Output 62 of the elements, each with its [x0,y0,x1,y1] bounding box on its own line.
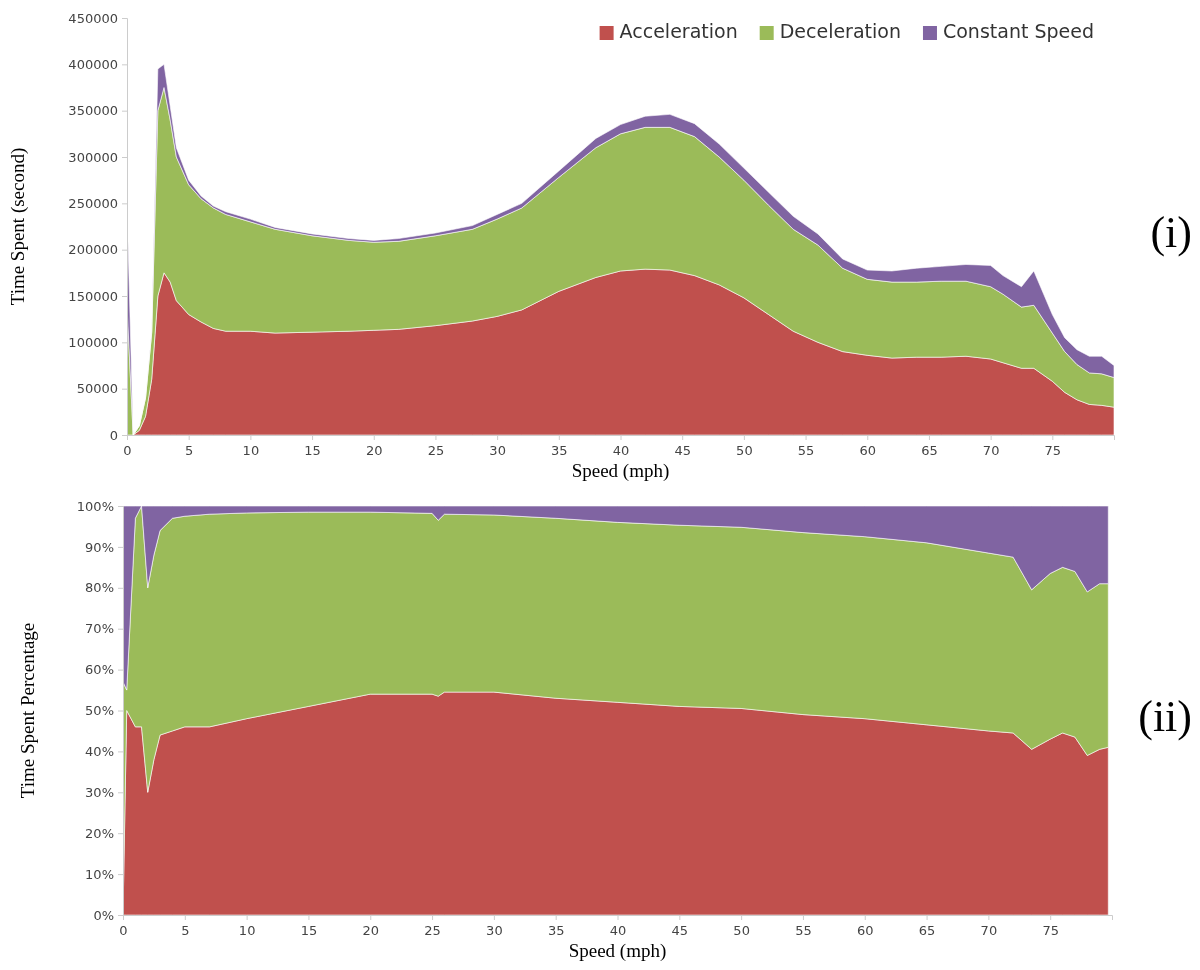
x-tick-label: 10 [238,923,256,939]
x-tick-label: 60 [856,923,874,939]
x-tick-label: 55 [797,443,815,459]
legend-label: Deceleration [779,20,901,42]
x-tick-label: 10 [242,443,260,459]
x-tick-label: 30 [486,923,503,939]
x-tick-label: 45 [671,923,689,939]
x-tick-label: 45 [674,443,691,459]
x-axis-title: Speed (mph) [568,940,667,962]
y-tick-label: 100% [76,498,114,514]
x-tick-label: 15 [304,443,321,459]
x-tick-label: 40 [612,443,630,459]
x-tick-label: 5 [181,923,190,939]
y-tick-label: 150000 [68,288,118,304]
text: (ii) [1138,691,1192,741]
x-axis-title: Speed (mph) [571,460,670,482]
x-tick-label: 65 [921,443,938,459]
legend-label: Constant Speed [942,20,1094,42]
y-tick-label: 0 [109,427,118,443]
x-tick-label: 75 [1042,923,1059,939]
x-tick-label: 15 [300,923,318,939]
y-tick-label: 100000 [68,334,118,350]
y-tick-label: 70% [85,621,114,637]
x-tick-label: 0 [123,443,132,459]
y-tick-label: 50% [85,703,114,719]
x-tick-label: 20 [365,443,383,459]
y-tick-label: 10% [85,866,114,882]
y-tick-label: 30% [85,784,114,800]
text: (i) [1150,207,1192,257]
y-axis-title: Time Spent Percentage [17,622,38,799]
y-axis-title: Time Spent (second) [7,147,29,306]
y-tick-label: 300000 [68,149,118,165]
y-tick-label: 20% [85,825,114,841]
x-tick-label: 65 [918,923,936,939]
x-tick-label: 20 [362,923,380,939]
x-tick-label: 50 [733,923,750,939]
y-tick-label: 90% [85,539,114,555]
y-tick-label: 450000 [68,10,118,26]
legend-label: Acceleration [619,20,738,42]
y-tick-label: 40% [85,744,114,760]
y-tick-label: 400000 [68,56,118,72]
x-tick-label: 70 [980,923,998,939]
x-tick-label: 55 [795,923,812,939]
x-tick-label: 70 [982,443,1000,459]
y-tick-label: 200000 [68,242,118,258]
x-tick-label: 30 [489,443,506,459]
y-tick-label: 60% [85,662,114,678]
x-tick-label: 25 [427,443,445,459]
y-tick-label: 250000 [68,195,118,211]
x-tick-label: 5 [185,443,194,459]
y-tick-label: 50000 [76,381,118,397]
x-tick-label: 75 [1044,443,1062,459]
x-tick-label: 25 [424,923,441,939]
y-tick-label: 80% [85,580,114,596]
x-tick-label: 60 [859,443,877,459]
y-tick-label: 0% [93,907,114,923]
x-tick-label: 50 [736,443,753,459]
x-tick-label: 35 [551,443,568,459]
y-tick-label: 350000 [68,103,118,119]
x-tick-label: 35 [547,923,565,939]
x-tick-label: 40 [609,923,627,939]
x-tick-label: 0 [119,923,128,939]
